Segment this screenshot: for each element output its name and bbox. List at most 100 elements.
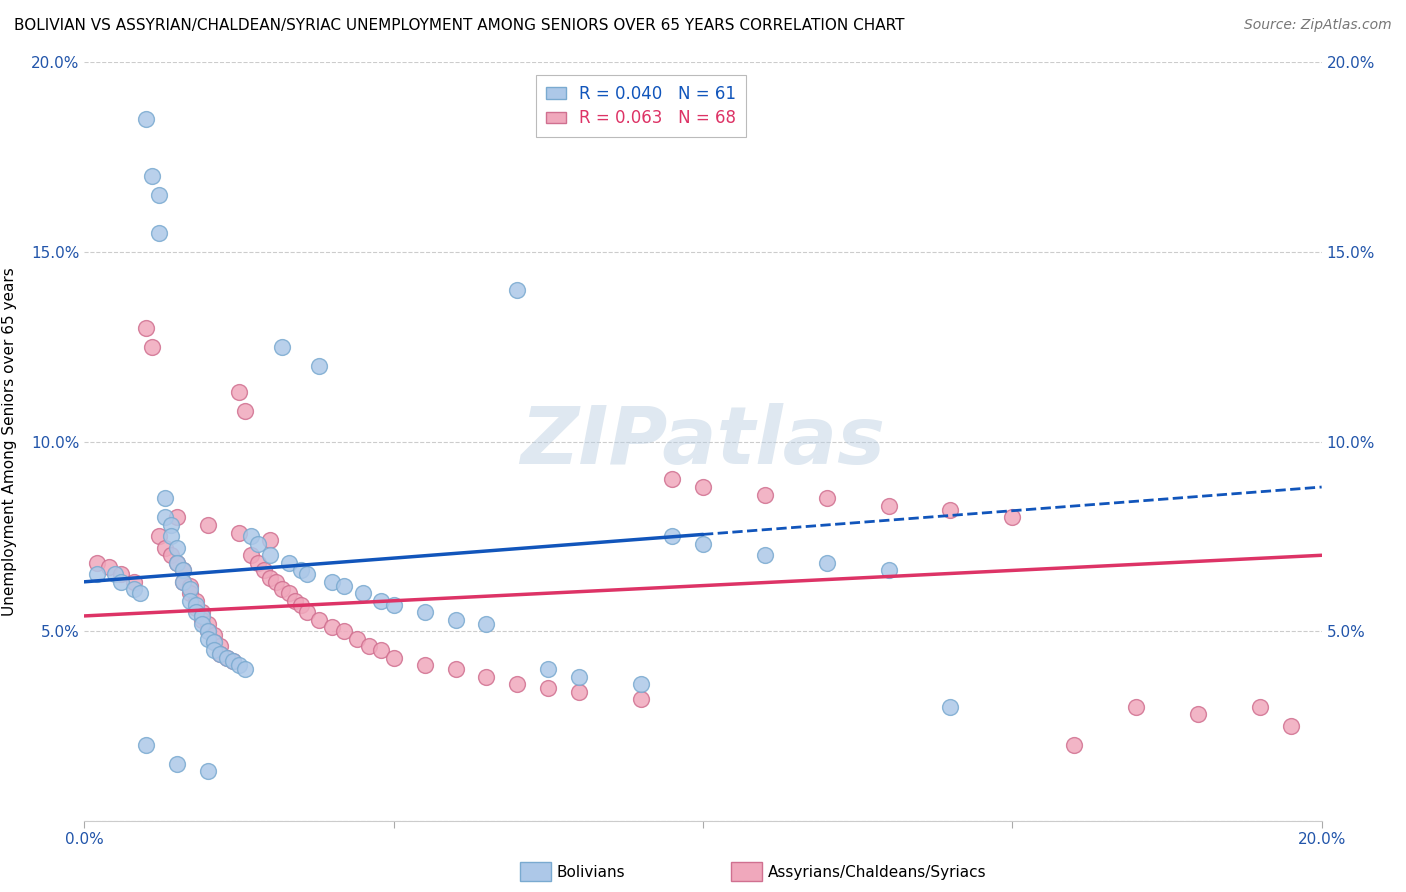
Point (179, 594, 201, 608)
Point (295, 605, 318, 619)
Point (129, 586, 152, 600)
Point (122, 574, 145, 589)
Point (259, 548, 281, 563)
Point (246, 537, 269, 551)
Point (259, 571, 281, 585)
Point (1125, 699, 1147, 714)
Point (197, 624, 219, 639)
Point (1279, 719, 1302, 733)
Point (506, 677, 529, 691)
Point (253, 564, 276, 578)
Point (202, 643, 225, 657)
Point (215, 650, 238, 665)
Point (148, 226, 170, 240)
Point (222, 655, 245, 669)
Point (321, 574, 343, 589)
Point (191, 616, 214, 631)
Point (179, 582, 201, 597)
Point (86, 567, 108, 582)
Point (877, 499, 900, 513)
Point (141, 340, 163, 354)
Point (191, 613, 214, 627)
Point (939, 699, 962, 714)
Point (233, 404, 256, 418)
Point (382, 598, 405, 612)
Point (259, 533, 281, 548)
Point (160, 548, 183, 563)
Point (160, 517, 183, 532)
Point (290, 564, 312, 578)
Point (568, 669, 591, 684)
Point (197, 764, 219, 779)
Point (506, 283, 529, 297)
Point (172, 564, 194, 578)
Point (166, 510, 188, 524)
Point (166, 556, 188, 570)
Point (184, 598, 207, 612)
Point (209, 647, 232, 661)
Text: Assyrians/Chaldeans/Syriacs: Assyrians/Chaldeans/Syriacs (768, 865, 986, 880)
Text: Source: ZipAtlas.com: Source: ZipAtlas.com (1244, 18, 1392, 32)
Point (444, 613, 467, 627)
Point (104, 567, 127, 582)
Point (357, 639, 380, 653)
Point (277, 586, 299, 600)
Point (179, 579, 201, 593)
Point (86, 556, 108, 570)
Point (233, 662, 256, 676)
Point (228, 385, 250, 400)
Point (370, 594, 392, 608)
Point (754, 548, 776, 563)
Point (308, 613, 330, 627)
Point (877, 564, 900, 578)
Point (264, 574, 287, 589)
Point (135, 320, 157, 334)
Text: Bolivians: Bolivians (557, 865, 626, 880)
Point (215, 650, 238, 665)
Point (475, 616, 498, 631)
Point (475, 669, 498, 684)
Point (172, 574, 194, 589)
Point (692, 537, 714, 551)
Point (630, 677, 652, 691)
Text: ZIPatlas: ZIPatlas (520, 402, 886, 481)
Point (346, 632, 368, 646)
Point (1249, 699, 1271, 714)
Point (141, 169, 163, 184)
Point (197, 632, 219, 646)
Point (153, 510, 176, 524)
Point (122, 582, 145, 597)
Point (160, 529, 183, 543)
Y-axis label: Unemployment Among Seniors over 65 years: Unemployment Among Seniors over 65 years (3, 268, 17, 615)
Point (135, 738, 157, 752)
Point (413, 605, 436, 619)
Point (184, 605, 207, 619)
Point (184, 601, 207, 615)
Point (661, 473, 683, 487)
Point (271, 582, 294, 597)
Point (202, 635, 225, 649)
Point (240, 548, 263, 563)
Point (202, 628, 225, 642)
Point (228, 525, 250, 540)
Point (110, 567, 132, 582)
Point (382, 650, 405, 665)
Point (153, 491, 176, 506)
Point (290, 598, 312, 612)
Point (284, 594, 307, 608)
Point (184, 594, 207, 608)
Point (197, 624, 219, 639)
Point (815, 491, 838, 506)
Point (191, 609, 214, 624)
Point (197, 517, 219, 532)
Point (202, 635, 225, 649)
Point (939, 503, 962, 517)
Point (172, 574, 194, 589)
Point (271, 340, 294, 354)
Point (110, 574, 132, 589)
Point (166, 556, 188, 570)
Point (148, 188, 170, 202)
Point (209, 647, 232, 661)
Point (148, 529, 170, 543)
Point (537, 681, 560, 695)
